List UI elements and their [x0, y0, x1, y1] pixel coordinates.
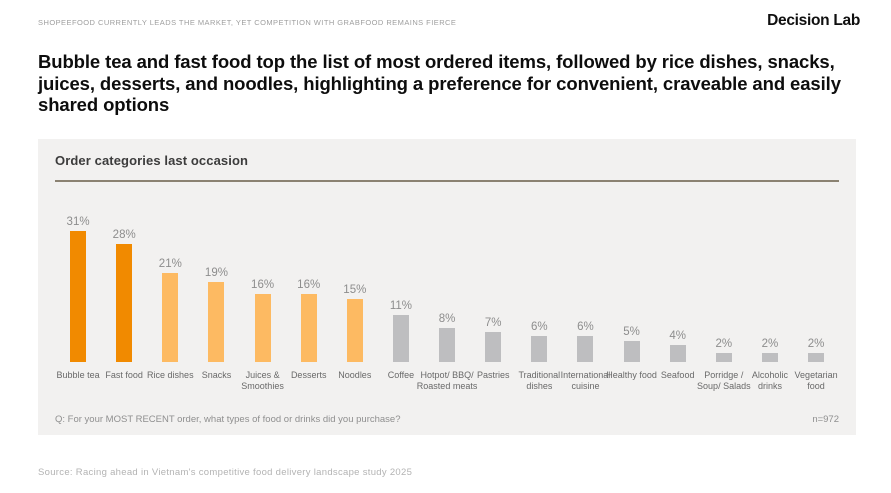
bar-zone: 2%: [747, 182, 793, 362]
bar-category-label: Alcoholic drinks: [751, 369, 788, 391]
bar: [577, 336, 594, 362]
bar-column: 28% Fast food: [101, 182, 147, 414]
source-note: Source: Racing ahead in Vietnam's compet…: [38, 466, 413, 478]
bar-value-label: 7%: [484, 317, 502, 330]
divider-line: [55, 179, 839, 182]
bar-value-label: 2%: [807, 338, 825, 351]
bar-category-label: Healthy food: [606, 369, 657, 380]
bar-zone: 6%: [562, 182, 608, 362]
bar-value-label: 4%: [669, 329, 686, 342]
bar: [208, 281, 225, 362]
bar: [761, 353, 778, 362]
bar-zone: 31%: [55, 182, 101, 362]
bar-value-label: 31%: [66, 216, 90, 229]
bar: [254, 294, 271, 362]
sample-size: n=972: [812, 413, 839, 425]
bar-column: 19% Snacks: [193, 182, 239, 414]
slide-title: Bubble tea and fast food top the list of…: [38, 51, 841, 115]
top-bar: SHOPEEFOOD CURRENTLY LEADS THE MARKET, Y…: [38, 12, 860, 30]
bar-zone: 19%: [193, 182, 239, 362]
bar-zone: 4%: [655, 182, 701, 362]
chart-footer: Q: For your MOST RECENT order, what type…: [55, 414, 839, 435]
bar-category-label: Desserts: [290, 369, 327, 380]
bar-zone: 2%: [793, 182, 839, 362]
bar-value-label: 19%: [204, 266, 228, 279]
bar-value-label: 16%: [251, 279, 275, 292]
bar: [531, 336, 548, 362]
bar-column: 5% Healthy food: [606, 182, 657, 414]
bar-value-label: 2%: [761, 338, 779, 351]
bar-value-label: 2%: [715, 338, 733, 351]
chart-title: Order categories last occasion: [55, 152, 249, 168]
bar-column: 2% Porridge / Soup/ Salads: [697, 182, 751, 414]
bar-column: 8% Hotpot/ BBQ/ Roasted meats: [417, 182, 478, 414]
bar-value-label: 11%: [389, 300, 413, 313]
kicker-text: SHOPEEFOOD CURRENTLY LEADS THE MARKET, Y…: [38, 18, 457, 27]
bar-zone: 28%: [101, 182, 147, 362]
bar-column: 2% Vegetarian food: [793, 182, 839, 414]
bar: [485, 332, 502, 362]
decision-lab-logo: Decision Lab: [767, 12, 860, 29]
bar-category-label: Noodles: [338, 369, 372, 380]
bar-category-label: Vegetarian food: [794, 369, 838, 391]
bar-column: 15% Noodles: [332, 182, 378, 414]
bar-value-label: 6%: [531, 321, 548, 334]
bar-category-label: Coffee: [387, 369, 415, 380]
bar-value-label: 21%: [158, 258, 182, 271]
question-note: Q: For your MOST RECENT order, what type…: [55, 413, 401, 425]
bar-category-label: Fast food: [105, 369, 143, 380]
bar-category-label: Hotpot/ BBQ/ Roasted meats: [416, 369, 478, 391]
bar: [808, 353, 825, 362]
bar-category-label: Seafood: [660, 369, 695, 380]
bar-column: 16% Desserts: [286, 182, 332, 414]
bar-zone: 2%: [701, 182, 747, 362]
bar-category-label: International cuisine: [560, 369, 611, 391]
bar-category-label: Bubble tea: [56, 369, 100, 380]
bar-zone: 5%: [609, 182, 655, 362]
bar: [162, 273, 179, 362]
bar-category-label: Rice dishes: [147, 369, 194, 380]
chart-card: Order categories last occasion 31% Bubble…: [38, 138, 856, 435]
bar-chart: 31% Bubble tea 28% Fast food 21% Rice dishes 1…: [55, 182, 839, 414]
bar-column: 11% Coffee: [378, 182, 424, 414]
bar: [116, 243, 133, 362]
bar: [392, 315, 409, 362]
bar-zone: 16%: [286, 182, 332, 362]
bar-category-label: Porridge / Soup/ Salads: [697, 369, 751, 391]
bar: [623, 340, 640, 362]
bar-column: 2% Alcoholic drinks: [747, 182, 793, 414]
bar-value-label: 16%: [297, 279, 321, 292]
bar-category-label: Pastries: [476, 369, 510, 380]
bar-zone: 11%: [378, 182, 424, 362]
bar: [669, 344, 686, 362]
bar-value-label: 28%: [112, 228, 136, 241]
bar-category-label: Snacks: [201, 369, 232, 380]
bar: [70, 231, 87, 362]
bar-category-label: Juices & Smoothies: [241, 369, 284, 391]
bar-zone: 15%: [332, 182, 378, 362]
bar-column: 16% Juices & Smoothies: [240, 182, 286, 414]
bar-category-label: Traditional dishes: [518, 369, 561, 391]
bar-zone: 6%: [516, 182, 562, 362]
bar-zone: 16%: [240, 182, 286, 362]
bar-zone: 8%: [424, 182, 470, 362]
bar-column: 4% Seafood: [655, 182, 701, 414]
bar-column: 31% Bubble tea: [55, 182, 101, 414]
bar: [715, 353, 732, 362]
bar-column: 6% Traditional dishes: [516, 182, 562, 414]
bar-value-label: 5%: [623, 325, 640, 338]
bar: [439, 327, 456, 362]
bar-zone: 21%: [147, 182, 193, 362]
bar-value-label: 8%: [438, 312, 456, 325]
bar-column: 6% International cuisine: [561, 182, 611, 414]
bar-column: 21% Rice dishes: [147, 182, 194, 414]
bar-value-label: 6%: [577, 321, 594, 334]
bar: [300, 294, 317, 362]
bar-zone: 7%: [470, 182, 516, 362]
bar-column: 7% Pastries: [470, 182, 516, 414]
bar: [346, 298, 363, 362]
bar-value-label: 15%: [343, 283, 367, 296]
